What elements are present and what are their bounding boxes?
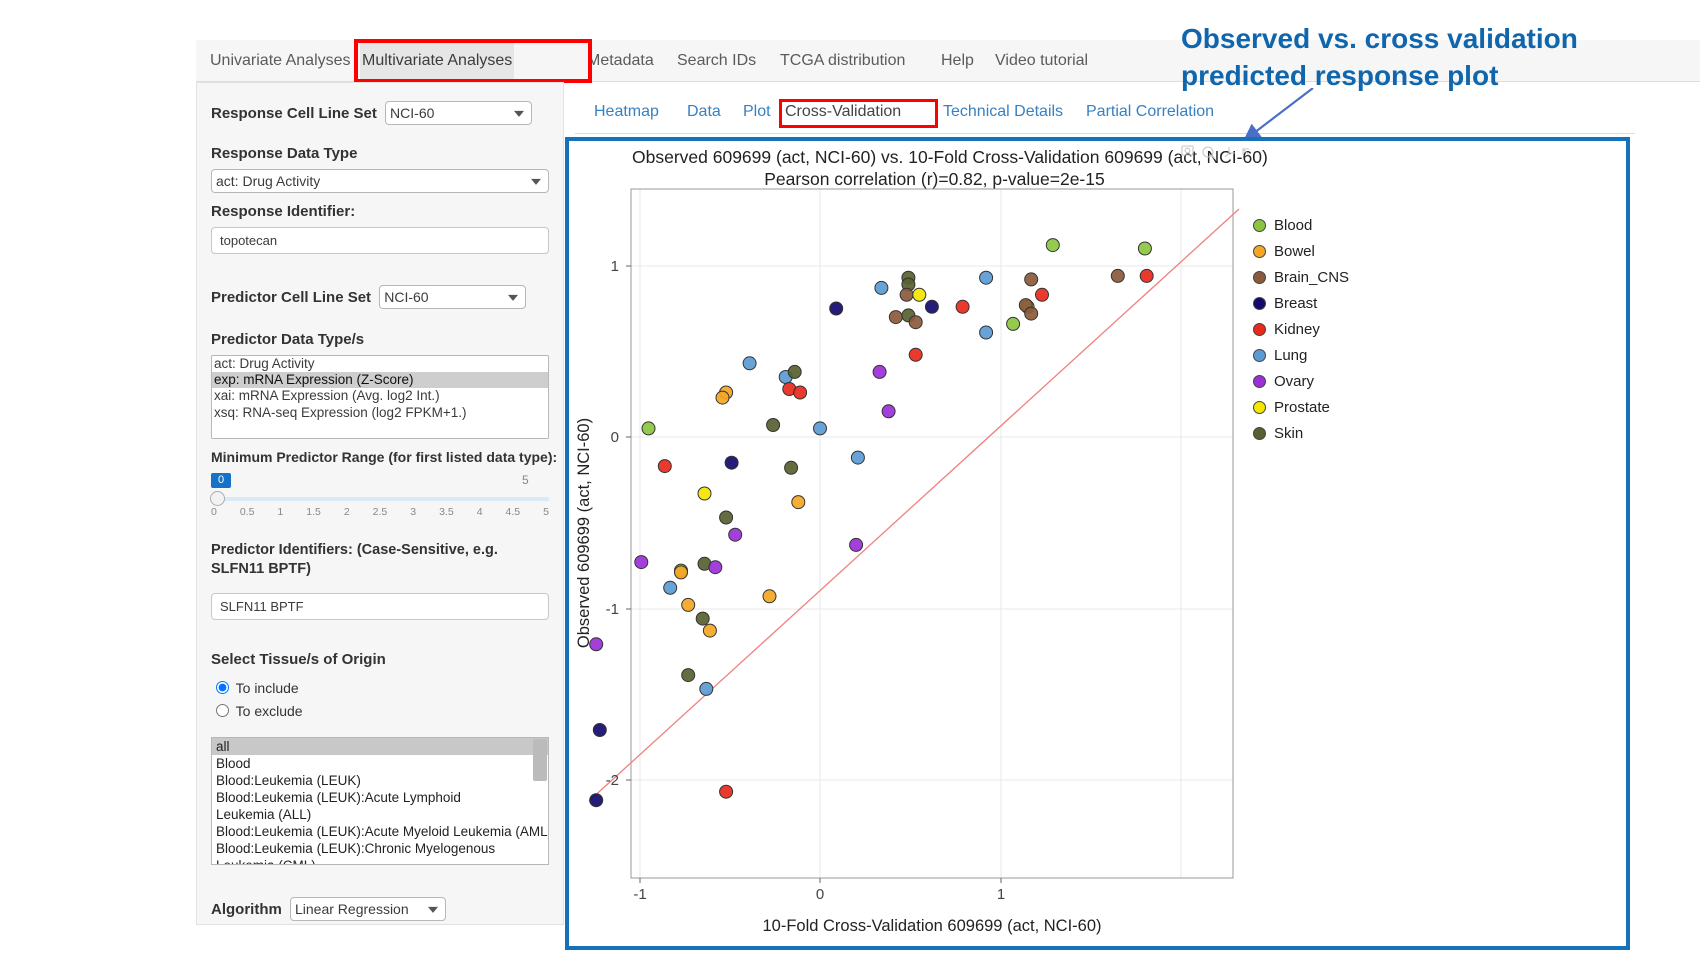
- svg-text:1: 1: [611, 258, 619, 275]
- svg-text:-1: -1: [633, 886, 646, 903]
- svg-text:0: 0: [816, 886, 824, 903]
- svg-text:10-Fold Cross-Validation 60969: 10-Fold Cross-Validation 609699 (act, NC…: [762, 917, 1101, 935]
- svg-text:0: 0: [611, 429, 619, 446]
- svg-text:-2: -2: [606, 772, 619, 789]
- svg-text:-1: -1: [606, 601, 619, 618]
- svg-text:1: 1: [997, 886, 1005, 903]
- svg-text:Observed 609699 (act, NCI-60): Observed 609699 (act, NCI-60): [575, 418, 593, 648]
